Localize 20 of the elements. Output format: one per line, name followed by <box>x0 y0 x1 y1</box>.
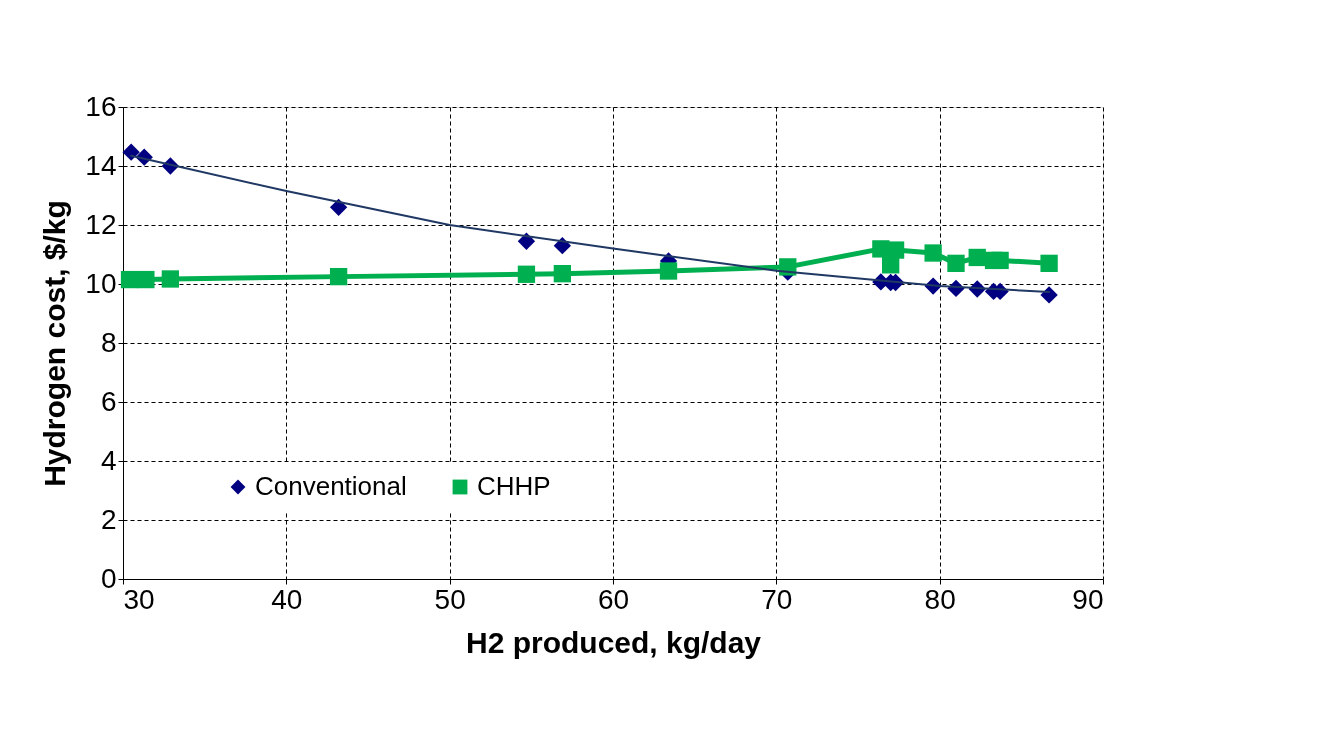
x-tick-label: 30 <box>123 583 155 615</box>
y-tick-label: 12 <box>85 208 117 240</box>
y-tick-label: 14 <box>85 149 117 181</box>
x-tick-label: 80 <box>924 583 956 615</box>
y-tick-label: 0 <box>100 562 117 594</box>
x-tick-label: 40 <box>271 583 303 615</box>
legend-label: CHHP <box>477 471 551 501</box>
x-axis-title: H2 produced, kg/day <box>465 625 762 659</box>
x-tick-label: 50 <box>434 583 466 615</box>
y-tick-label: 2 <box>100 503 117 535</box>
y-tick-label: 6 <box>100 385 117 417</box>
y-tick-label: 8 <box>100 326 117 358</box>
legend-label: Conventional <box>255 471 407 501</box>
y-tick-label: 16 <box>85 90 117 122</box>
x-tick-label: 60 <box>597 583 630 615</box>
y-tick-label: 10 <box>85 267 117 299</box>
y-axis-title: Hydrogen cost, $/kg <box>38 200 72 487</box>
x-tick-label: 70 <box>761 583 793 615</box>
x-tick-label: 90 <box>1072 583 1104 615</box>
y-tick-label: 4 <box>100 444 117 476</box>
